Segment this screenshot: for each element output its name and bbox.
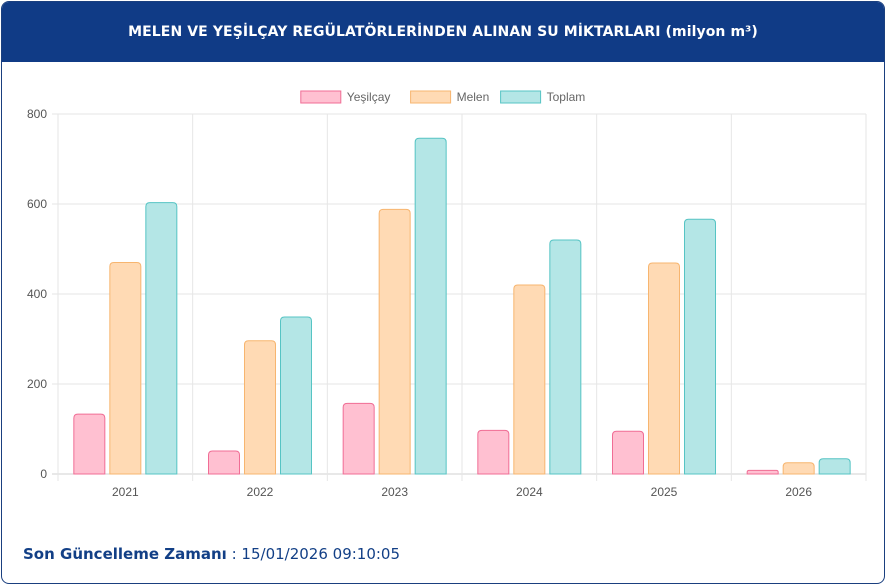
- chart-header: MELEN VE YEŞİLÇAY REGÜLATÖRLERİNDEN ALIN…: [2, 2, 884, 62]
- bar-melen-2025: [648, 262, 680, 475]
- bar-yeşilçay-2026: [746, 469, 779, 475]
- legend-swatch-melen: [410, 90, 452, 104]
- y-tick-label: 600: [27, 197, 47, 211]
- bar-toplam-2023: [414, 137, 447, 475]
- bar-melen-2024: [513, 284, 546, 475]
- bar-yeşilçay-2021: [73, 413, 106, 475]
- bar-melen-2026: [782, 462, 815, 475]
- bar-melen-2023: [378, 208, 411, 475]
- last-update-label: Son Güncelleme Zamanı: [23, 545, 227, 563]
- last-update-separator: :: [231, 545, 237, 563]
- last-update: Son Güncelleme Zamanı : 15/01/2026 09:10…: [23, 545, 400, 563]
- legend-label-toplam: Toplam: [547, 90, 586, 104]
- bar-yeşilçay-2025: [612, 430, 644, 475]
- y-tick-label: 0: [40, 467, 47, 481]
- bar-toplam-2022: [280, 316, 312, 475]
- chart-title: MELEN VE YEŞİLÇAY REGÜLATÖRLERİNDEN ALIN…: [128, 24, 758, 40]
- bar-toplam-2024: [549, 239, 582, 475]
- x-tick-label: 2026: [785, 485, 812, 499]
- x-tick-label: 2022: [247, 485, 274, 499]
- bar-yeşilçay-2022: [208, 450, 240, 475]
- bar-toplam-2025: [684, 218, 716, 475]
- bar-melen-2022: [244, 340, 276, 475]
- last-update-value: 15/01/2026 09:10:05: [241, 545, 401, 563]
- y-tick-label: 200: [27, 377, 47, 391]
- bar-toplam-2021: [145, 202, 178, 475]
- bar-yeşilçay-2023: [342, 402, 375, 475]
- x-tick-label: 2021: [112, 485, 139, 499]
- legend-label-yeşilçay: Yeşilçay: [347, 90, 391, 104]
- bar-chart: 0 200 400 600 800 2021 2022 2023 2024 2025 2026 Yeş…: [27, 90, 867, 499]
- bar-yeşilçay-2024: [477, 429, 510, 475]
- y-tick-label: 800: [27, 107, 47, 121]
- bar-toplam-2026: [818, 458, 851, 475]
- legend-swatch-yeşilçay: [300, 90, 342, 104]
- x-tick-label: 2025: [651, 485, 678, 499]
- bar-melen-2021: [109, 262, 142, 475]
- y-tick-label: 400: [27, 287, 47, 301]
- legend-swatch-toplam: [500, 90, 542, 104]
- x-tick-label: 2023: [381, 485, 408, 499]
- legend-label-melen: Melen: [457, 90, 490, 104]
- x-tick-label: 2024: [516, 485, 543, 499]
